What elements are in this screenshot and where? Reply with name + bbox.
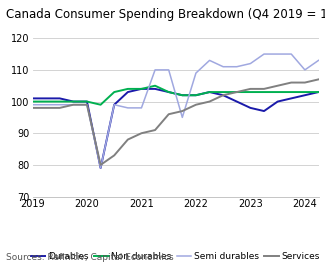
Text: Sources: Refinitiv, Capital Economics: Sources: Refinitiv, Capital Economics: [6, 253, 174, 262]
Legend: Durables, Non durables, Semi durables, Services: Durables, Non durables, Semi durables, S…: [27, 249, 324, 265]
Text: Canada Consumer Spending Breakdown (Q4 2019 = 100): Canada Consumer Spending Breakdown (Q4 2…: [6, 8, 325, 21]
